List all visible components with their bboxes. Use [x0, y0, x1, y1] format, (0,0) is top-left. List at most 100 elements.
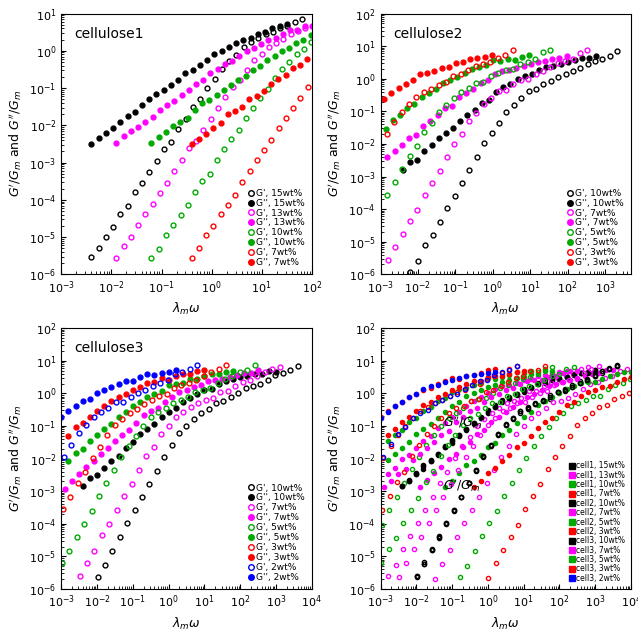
G'', 3wt%: [93, 407, 101, 415]
G'', 7wt%: [441, 104, 449, 112]
G'', 15wt%: [138, 102, 146, 109]
G'', 10wt%: [193, 390, 201, 398]
G'', 13wt%: [178, 91, 186, 99]
G'', 10wt%: [265, 367, 272, 375]
G'', 5wt%: [64, 458, 72, 465]
G', 15wt%: [225, 57, 233, 65]
G'', 10wt%: [242, 72, 249, 79]
G'', 5wt%: [86, 438, 94, 445]
G'', 7wt%: [383, 153, 391, 161]
G', 5wt%: [472, 79, 480, 87]
G', 7wt%: [216, 388, 224, 396]
G', 5wt%: [501, 66, 509, 74]
G', 10wt%: [300, 45, 308, 53]
G'', 2wt%: [93, 389, 101, 397]
G', 2wt%: [142, 387, 149, 394]
G', 13wt%: [127, 233, 135, 241]
G', 10wt%: [234, 389, 242, 397]
G', 7wt%: [253, 372, 261, 380]
G', 7wt%: [275, 125, 283, 132]
G'', 10wt%: [215, 381, 223, 389]
G', 7wt%: [246, 167, 253, 175]
G'', 7wt%: [231, 107, 239, 115]
G'', 2wt%: [136, 373, 144, 380]
G'', 7wt%: [427, 117, 434, 125]
G'', 7wt%: [512, 65, 520, 72]
Text: $G''/G_m$: $G''/G_m$: [443, 415, 483, 431]
G', 13wt%: [272, 39, 280, 47]
G'', 10wt%: [258, 371, 265, 378]
G'', 10wt%: [471, 105, 478, 113]
G'', 13wt%: [250, 45, 258, 52]
Line: G', 7wt%: G', 7wt%: [189, 84, 310, 261]
G'', 7wt%: [260, 87, 268, 95]
G'', 7wt%: [289, 65, 297, 72]
G', 5wt%: [480, 78, 487, 86]
G', 15wt%: [160, 145, 168, 153]
G', 3wt%: [96, 443, 104, 450]
G', 5wt%: [243, 366, 251, 374]
G'', 3wt%: [136, 383, 144, 391]
G'', 10wt%: [205, 96, 213, 104]
G'', 5wt%: [172, 380, 180, 388]
G'', 13wt%: [207, 70, 214, 77]
G'', 15wt%: [196, 61, 204, 69]
Text: cellulose2: cellulose2: [393, 27, 463, 41]
G', 5wt%: [110, 466, 117, 474]
G', 15wt%: [167, 138, 175, 146]
G'', 7wt%: [126, 426, 133, 433]
G'', 10wt%: [571, 56, 579, 64]
G'', 10wt%: [162, 128, 170, 135]
G', 10wt%: [177, 211, 184, 219]
G', 3wt%: [464, 66, 472, 74]
G'', 3wt%: [79, 419, 87, 427]
G', 10wt%: [162, 231, 170, 239]
G', 5wt%: [236, 367, 244, 375]
G'', 5wt%: [496, 58, 504, 65]
G', 7wt%: [436, 167, 443, 174]
G', 13wt%: [294, 27, 302, 35]
G', 7wt%: [98, 532, 106, 539]
G', 10wt%: [414, 258, 422, 265]
G'', 7wt%: [68, 477, 76, 484]
G', 2wt%: [112, 398, 120, 406]
G'', 10wt%: [158, 413, 165, 420]
G'', 10wt%: [186, 394, 194, 401]
G', 10wt%: [577, 64, 584, 72]
G'', 3wt%: [86, 413, 94, 420]
G', 5wt%: [221, 375, 229, 383]
G'', 7wt%: [224, 111, 232, 118]
G'', 7wt%: [104, 444, 112, 452]
G', 2wt%: [82, 421, 90, 429]
G'', 7wt%: [133, 419, 140, 427]
G', 10wt%: [123, 520, 131, 527]
G'', 10wt%: [278, 47, 286, 55]
G', 15wt%: [262, 30, 269, 38]
G', 3wt%: [200, 373, 207, 380]
G', 10wt%: [175, 429, 183, 437]
G', 15wt%: [298, 15, 306, 22]
G', 15wt%: [218, 65, 226, 73]
G'', 2wt%: [108, 383, 115, 390]
G'', 5wt%: [79, 445, 87, 452]
G', 5wt%: [383, 191, 391, 199]
G', 7wt%: [568, 55, 576, 63]
G'', 7wt%: [190, 383, 198, 391]
G', 10wt%: [242, 114, 249, 121]
G', 10wt%: [561, 70, 569, 77]
G'', 10wt%: [428, 141, 436, 149]
G', 3wt%: [82, 468, 89, 476]
G', 10wt%: [293, 50, 300, 58]
G', 10wt%: [547, 77, 554, 85]
G'', 3wt%: [179, 371, 187, 378]
G', 15wt%: [153, 157, 161, 165]
G', 3wt%: [119, 415, 126, 422]
G', 15wt%: [240, 43, 248, 50]
Line: G', 2wt%: G', 2wt%: [62, 362, 200, 459]
G'', 5wt%: [454, 73, 461, 81]
G', 7wt%: [224, 201, 232, 208]
Line: G'', 13wt%: G'', 13wt%: [114, 24, 315, 145]
G'', 2wt%: [100, 387, 108, 394]
G'', 10wt%: [550, 62, 558, 70]
G', 15wt%: [175, 125, 182, 133]
